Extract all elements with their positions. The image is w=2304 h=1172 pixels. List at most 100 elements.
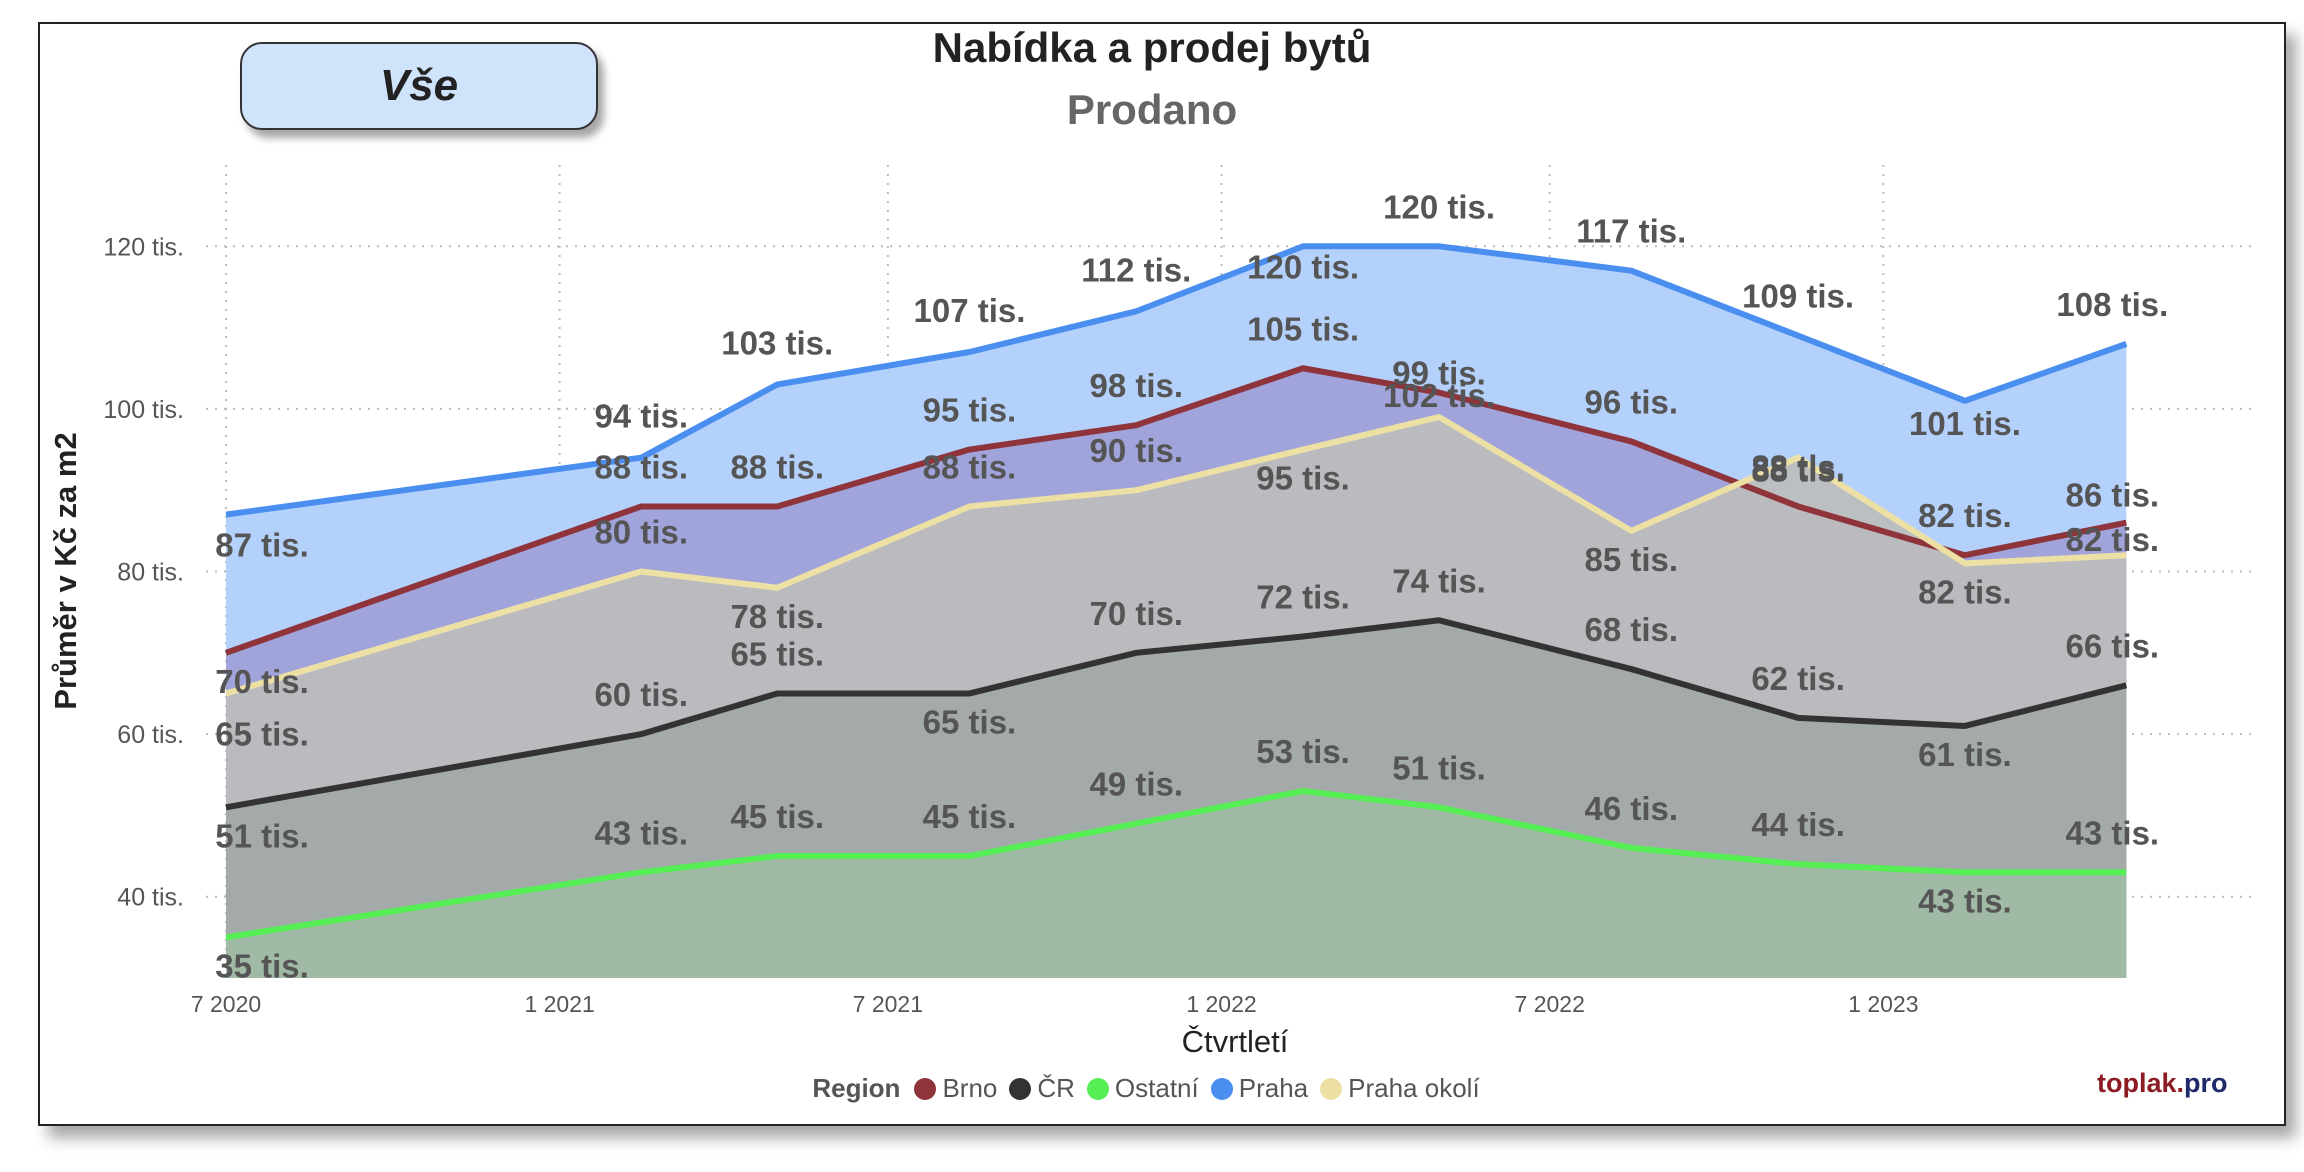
data-label: 60 tis.: [594, 676, 688, 713]
data-label: 74 tis.: [1392, 562, 1486, 599]
x-axis-title: Čtvrtletí: [1182, 1024, 1289, 1059]
data-label: 49 tis.: [1089, 766, 1183, 803]
data-label: 62 tis.: [1751, 660, 1845, 697]
data-label: 95 tis.: [1256, 460, 1350, 497]
chart-subtitle: Prodano: [1066, 86, 1238, 133]
brand-part1: toplak.: [2097, 1068, 2185, 1098]
data-label: 88 tis.: [923, 448, 1017, 485]
legend-item-praha[interactable]: Praha: [1210, 1073, 1309, 1104]
data-label: 68 tis.: [1585, 611, 1679, 648]
data-label: 72 tis.: [1256, 579, 1350, 616]
data-label-layer: 87 tis. 94 tis. 103 tis. 107 tis. 112 tis. 12…: [215, 188, 2168, 984]
line-layer: [225, 243, 2128, 941]
region-filter-button[interactable]: Vše: [240, 42, 598, 130]
x-tick-label: 1 2021: [524, 991, 594, 1017]
data-label: 98 tis.: [1089, 367, 1183, 404]
data-label: 65 tis.: [215, 715, 309, 752]
data-label: 96 tis.: [1585, 383, 1679, 420]
legend: Region Brno ČR Ostatní Praha Praha okolí: [0, 1073, 2304, 1104]
data-label: 51 tis.: [215, 817, 309, 854]
legend-label-praha: Praha: [1238, 1073, 1309, 1103]
data-label: 88 tis.: [594, 448, 688, 485]
legend-item-cr[interactable]: ČR: [1009, 1073, 1075, 1104]
data-label: 46 tis.: [1585, 790, 1679, 827]
data-label: 43 tis.: [594, 814, 688, 851]
line-brno: [225, 365, 2127, 656]
legend-item-brno[interactable]: Brno: [914, 1073, 997, 1104]
x-tick-label: 7 2022: [1515, 991, 1585, 1017]
data-label: 66 tis.: [2066, 627, 2160, 664]
data-label: 105 tis.: [1247, 310, 1359, 347]
data-label: 86 tis.: [2066, 477, 2160, 514]
data-label: 70 tis.: [215, 663, 309, 700]
data-label: 43 tis.: [1918, 882, 2012, 919]
legend-label-ostatni: Ostatní: [1114, 1073, 1199, 1103]
legend-label-cr: ČR: [1037, 1073, 1075, 1103]
x-tick-label: 7 2020: [191, 991, 261, 1017]
legend-item-praha-okoli[interactable]: Praha okolí: [1320, 1073, 1480, 1104]
data-label: 53 tis.: [1256, 733, 1350, 770]
data-label: 109 tis.: [1742, 278, 1854, 315]
y-tick-label: 80 tis.: [117, 559, 184, 587]
data-label: 85 tis.: [1585, 541, 1679, 578]
data-label: 61 tis.: [1918, 736, 2012, 773]
y-tick-label: 40 tis.: [117, 884, 184, 912]
data-label: 88 tis.: [730, 448, 824, 485]
legend-dot-brno: [914, 1077, 937, 1100]
legend-title: Region: [812, 1073, 901, 1103]
y-tick-label: 100 tis.: [103, 396, 184, 424]
data-label: 51 tis.: [1392, 749, 1486, 786]
data-label: 70 tis.: [1089, 595, 1183, 632]
y-tick-label: 120 tis.: [103, 233, 184, 261]
data-label: 88 tis.: [1751, 448, 1845, 485]
legend-dot-ostatni: [1086, 1077, 1109, 1100]
line-praha: [225, 243, 2128, 518]
legend-dot-cr: [1009, 1077, 1032, 1100]
data-label: 112 tis.: [1081, 251, 1191, 288]
data-label: 117 tis.: [1576, 213, 1686, 250]
data-label: 99 tis.: [1392, 355, 1486, 392]
data-label: 87 tis.: [215, 527, 309, 564]
data-label: 82 tis.: [2066, 521, 2160, 558]
y-axis-title: Průměr v Kč za m2: [48, 432, 83, 709]
brand-logo[interactable]: toplak.pro: [2097, 1068, 2228, 1099]
data-label: 82 tis.: [1918, 497, 2012, 534]
y-tick-label: 60 tis.: [117, 721, 184, 749]
x-tick-label: 1 2022: [1186, 991, 1256, 1017]
data-label: 107 tis.: [913, 292, 1025, 329]
x-tick-label: 1 2023: [1848, 991, 1918, 1017]
data-label: 78 tis.: [730, 598, 824, 635]
line-cr: [225, 617, 2128, 811]
data-label: 90 tis.: [1089, 432, 1183, 469]
data-label: 108 tis.: [2056, 286, 2168, 323]
data-label: 120 tis.: [1247, 248, 1359, 285]
legend-item-ostatni[interactable]: Ostatní: [1086, 1073, 1199, 1104]
data-label: 45 tis.: [730, 798, 824, 835]
brand-part2: pro: [2184, 1068, 2228, 1098]
data-label: 43 tis.: [2066, 814, 2160, 851]
legend-dot-praha-okoli: [1320, 1077, 1343, 1100]
line-praha-okoli: [225, 414, 2127, 697]
legend-dot-praha: [1210, 1077, 1233, 1100]
data-label: 88 tis.: [1751, 452, 1845, 489]
data-label: 94 tis.: [594, 398, 688, 435]
data-label: 35 tis.: [215, 947, 309, 984]
data-label: 82 tis.: [1918, 573, 2012, 610]
data-label: 103 tis.: [721, 325, 833, 362]
data-label: 65 tis.: [730, 635, 824, 672]
data-label: 44 tis.: [1751, 806, 1845, 843]
chart-title: Nabídka a prodej bytů: [932, 24, 1372, 71]
data-label: 95 tis.: [923, 392, 1017, 429]
data-label: 45 tis.: [923, 798, 1017, 835]
data-label: 101 tis.: [1909, 405, 2021, 442]
legend-label-praha-okoli: Praha okolí: [1348, 1073, 1480, 1103]
data-label: 80 tis.: [594, 514, 688, 551]
line-ostatni: [225, 788, 2127, 941]
x-tick-label: 7 2021: [853, 991, 923, 1017]
data-label: 65 tis.: [923, 703, 1017, 740]
area-ostatni: [226, 791, 2127, 978]
data-label: 102 tis.: [1383, 377, 1495, 414]
legend-label-brno: Brno: [942, 1073, 998, 1103]
axis-layer: 40 tis. 60 tis. 80 tis. 100 tis. 120 tis. 7 2…: [48, 233, 1919, 1059]
